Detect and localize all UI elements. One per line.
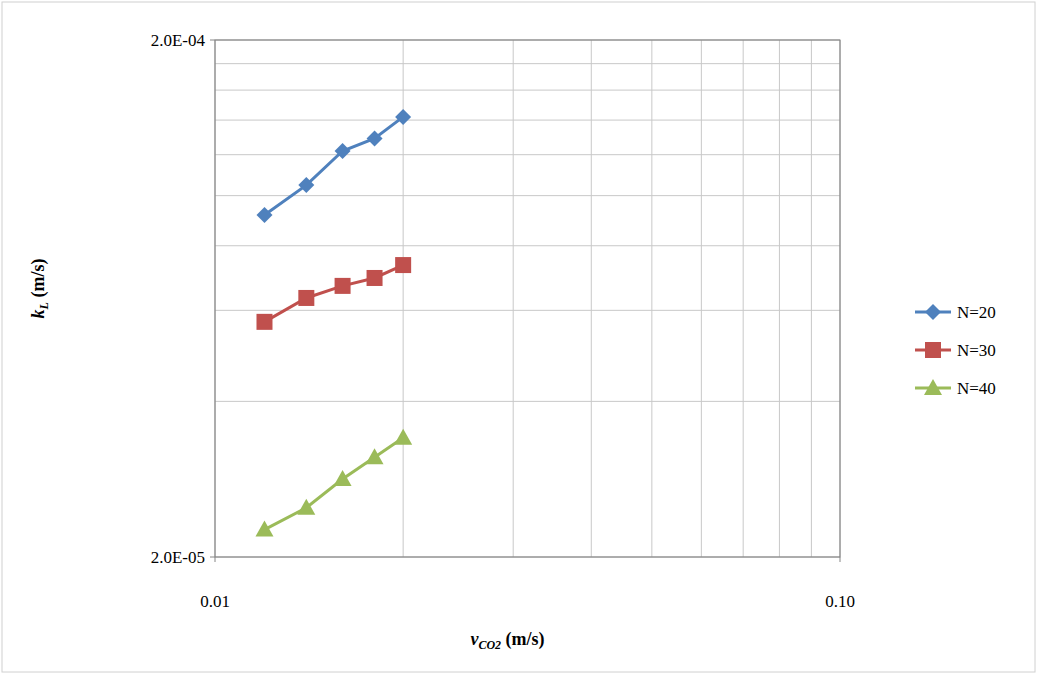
data-point (367, 130, 383, 146)
y-tick-label: 2.0E-04 (151, 31, 206, 50)
axis-title-part: k (28, 309, 48, 318)
grid-line (215, 90, 840, 91)
series-line (264, 117, 403, 215)
legend-label: N=20 (957, 303, 996, 322)
legend-marker (925, 342, 941, 358)
grid-line (215, 310, 840, 311)
data-point (367, 270, 383, 286)
grid-line (591, 40, 592, 557)
x-axis-title: vCO2 (m/s) (470, 629, 544, 652)
chart: 0.01 0.10 2.0E-05 2.0E-04 vCO2 (m/s) kL (m/s)… (0, 0, 1056, 675)
axis-title-part: L (37, 302, 51, 310)
legend-marker (925, 304, 941, 320)
grid-line (779, 40, 780, 557)
data-point (395, 109, 411, 125)
legend: N=20 N=30 N=40 (915, 303, 996, 398)
data (255, 109, 412, 537)
x-tick-label: 0.10 (825, 592, 855, 611)
data-point (298, 177, 314, 193)
grid (215, 40, 840, 557)
data-point (298, 290, 314, 306)
data-point (335, 278, 351, 294)
tick (215, 557, 216, 562)
grid-line (513, 40, 514, 557)
axis-title-part: CO2 (478, 638, 501, 652)
tick (840, 557, 841, 562)
grid-line (651, 40, 652, 557)
grid-line (215, 120, 840, 121)
y-tick-label: 2.0E-05 (151, 548, 205, 567)
data-point (335, 143, 351, 159)
grid-line (215, 401, 840, 402)
grid-line (215, 63, 840, 64)
plot-frame (215, 40, 840, 557)
grid-line (701, 40, 702, 557)
legend-label: N=40 (957, 379, 996, 398)
legend-label: N=30 (957, 341, 996, 360)
x-tick-label: 0.01 (200, 592, 230, 611)
grid-line (215, 245, 840, 246)
series-line (264, 438, 403, 530)
y-axis-title: kL (m/s) (28, 259, 51, 319)
tick (210, 557, 215, 558)
data-point (256, 314, 272, 330)
axis-title-part: (m/s) (501, 629, 545, 650)
data-point (334, 470, 352, 486)
data-point (297, 499, 315, 515)
tick (210, 40, 215, 41)
chart-frame (2, 2, 1035, 672)
grid-line (215, 154, 840, 155)
data-point (256, 207, 272, 223)
grid-line (811, 40, 812, 557)
grid-line (215, 195, 840, 196)
data-point (394, 429, 412, 445)
axis-title-part: (m/s) (28, 259, 49, 303)
legend-marker (924, 379, 942, 395)
data-point (366, 448, 384, 464)
series-line (264, 265, 403, 322)
data-point (395, 257, 411, 273)
grid-line (743, 40, 744, 557)
data-point (255, 521, 273, 537)
